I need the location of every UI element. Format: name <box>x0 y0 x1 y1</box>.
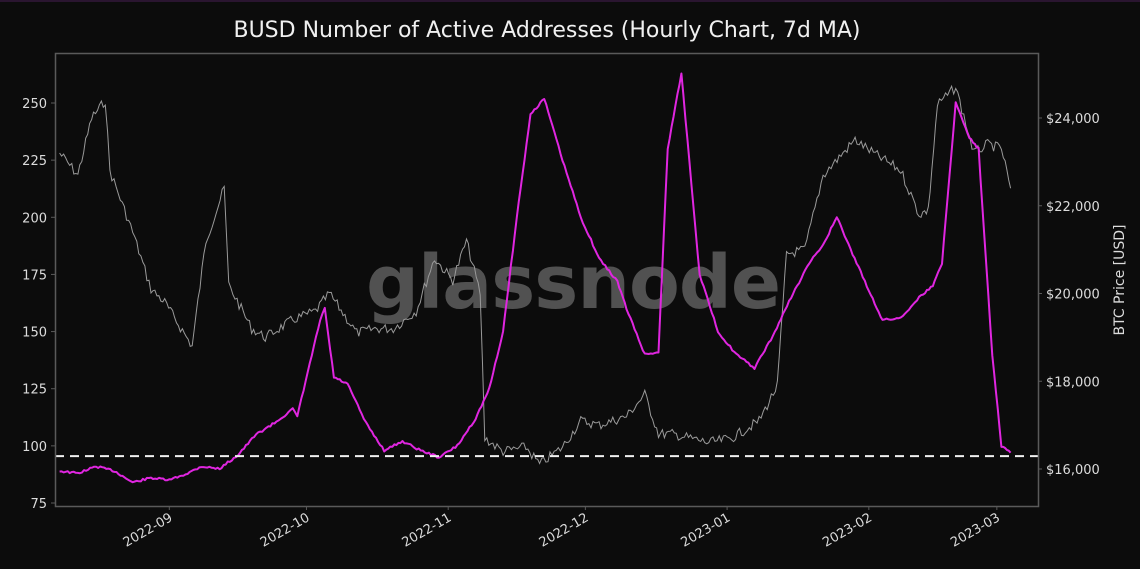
x-tick-label: 2022-12 <box>537 510 592 550</box>
left-tick-label: 250 <box>22 97 47 112</box>
x-axis: 2022-09 2022-10 2022-11 2022-12 2023-01 2023-… <box>121 506 1003 551</box>
right-tick-label: $22,000 <box>1046 200 1100 215</box>
x-tick-label: 2023-01 <box>679 510 734 550</box>
left-tick-label: 75 <box>30 497 47 512</box>
x-tick-label: 2023-03 <box>948 510 1003 550</box>
right-tick-label: $16,000 <box>1046 463 1100 478</box>
left-tick-label: 125 <box>22 383 47 398</box>
plot-frame <box>54 52 1040 508</box>
right-tick-label: $18,000 <box>1046 375 1100 390</box>
left-tick-label: 175 <box>22 268 47 283</box>
right-y-axis: $16,000 $18,000 $20,000 $22,000 $24,000 <box>1038 112 1100 478</box>
btc-price-series <box>59 84 1012 465</box>
left-tick-label: 200 <box>22 211 47 226</box>
active-addresses-series <box>59 72 1012 484</box>
watermark: glassnode <box>366 240 781 326</box>
x-tick-label: 2022-11 <box>400 510 455 550</box>
right-tick-label: $24,000 <box>1046 112 1100 127</box>
x-tick-label: 2023-02 <box>820 510 875 550</box>
left-tick-label: 225 <box>22 154 47 169</box>
left-tick-label: 150 <box>22 326 47 341</box>
left-tick-label: 100 <box>22 440 47 455</box>
chart-title: BUSD Number of Active Addresses (Hourly … <box>233 18 861 43</box>
btc-price-line <box>59 84 1012 465</box>
x-tick-label: 2022-10 <box>258 510 313 550</box>
x-tick-label: 2022-09 <box>121 510 176 550</box>
glassnode-watermark: glassnode <box>366 240 780 326</box>
right-tick-label: $20,000 <box>1046 288 1100 303</box>
top-border <box>0 0 1140 2</box>
right-axis-label: BTC Price [USD] <box>1112 224 1128 335</box>
left-y-axis: 75 100 125 150 175 200 225 250 <box>22 97 55 512</box>
active-addresses-line <box>59 72 1012 484</box>
